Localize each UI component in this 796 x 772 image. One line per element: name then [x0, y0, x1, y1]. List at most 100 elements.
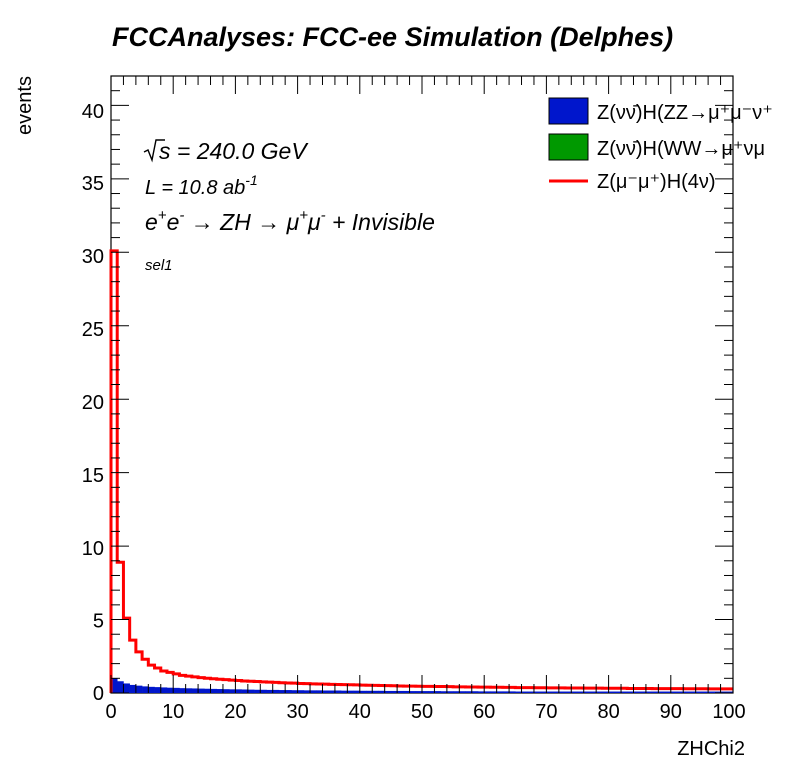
bar	[521, 691, 529, 693]
bar	[310, 690, 317, 693]
y-tick-label: 20	[82, 392, 104, 414]
bar	[328, 690, 336, 693]
bar	[658, 691, 665, 693]
bar	[546, 691, 553, 693]
bar	[316, 690, 323, 693]
legend-label-zz: Z(νν̄)H(ZZ→μ⁺μ⁻ν⁺	[597, 102, 773, 124]
bar	[440, 691, 448, 693]
bar	[235, 689, 242, 693]
bar	[621, 691, 628, 693]
x-tick-label: 40	[349, 701, 371, 723]
bar	[614, 691, 622, 693]
bar	[552, 691, 560, 693]
bar	[111, 678, 118, 693]
bar	[191, 688, 199, 693]
x-tick-label: 10	[162, 701, 184, 723]
y-tick-label: 0	[93, 683, 104, 705]
bar	[527, 691, 535, 693]
x-axis-label: ZHChi2	[677, 738, 745, 760]
bar	[210, 688, 218, 693]
bar	[154, 687, 162, 693]
bar	[670, 691, 678, 693]
bar	[583, 691, 591, 693]
bar	[602, 691, 609, 693]
bar	[652, 691, 659, 693]
x-tick-label: 0	[105, 701, 116, 723]
bar	[173, 687, 180, 693]
x-tick-label: 60	[473, 701, 495, 723]
bar	[123, 683, 130, 693]
y-tick-label: 25	[82, 319, 104, 341]
selection-annotation: sel1	[145, 257, 173, 274]
bar	[278, 690, 286, 693]
sqrt-s-annotation: s = 240.0 GeV	[159, 138, 309, 164]
bar	[359, 690, 367, 693]
legend: Z(νν̄)H(ZZ→μ⁺μ⁻ν⁺ Z(νν̄)H(WW→μ⁺νμ Z(μ⁻μ⁺…	[548, 97, 773, 193]
bar	[571, 691, 578, 693]
bar	[409, 691, 417, 693]
bar	[540, 691, 547, 693]
bar	[185, 688, 193, 693]
bar	[434, 691, 441, 693]
y-tick-labels: 0 5 10 15 20 25 30 35 40	[82, 101, 104, 705]
bar	[384, 690, 392, 693]
bar	[322, 690, 329, 693]
bar	[633, 691, 640, 693]
bar	[254, 689, 261, 693]
bar	[378, 690, 385, 693]
bar	[714, 691, 721, 693]
bar	[664, 691, 672, 693]
plot-frame	[110, 75, 734, 694]
bar	[720, 691, 728, 693]
bar	[502, 691, 510, 693]
background-zz-bars	[111, 678, 734, 693]
bar	[117, 681, 124, 693]
y-tick-label: 5	[93, 611, 104, 633]
bar	[484, 691, 491, 693]
bar	[708, 691, 715, 693]
bar	[372, 690, 379, 693]
annotation-block: s = 240.0 GeV L = 10.8 ab-1 e+e- → ZH → …	[143, 138, 435, 274]
bar	[179, 688, 186, 693]
bar	[490, 691, 497, 693]
bar	[247, 689, 255, 693]
bar	[297, 690, 305, 693]
legend-label-signal: Z(μ⁻μ⁺)H(4ν)	[597, 171, 716, 193]
x-tick-label: 30	[286, 701, 308, 723]
bar	[533, 691, 541, 693]
y-tick-label: 15	[82, 465, 104, 487]
bar	[142, 686, 149, 693]
bar	[135, 685, 143, 693]
process-annotation: e+e- → ZH → μ+μ- + Invisible	[145, 207, 435, 235]
bar	[347, 690, 354, 693]
legend-swatch-ww	[548, 133, 589, 161]
bar	[446, 691, 454, 693]
bar	[334, 690, 342, 693]
bar	[272, 689, 280, 693]
axis-ticks	[110, 75, 734, 694]
bar	[471, 691, 479, 693]
bar	[496, 691, 504, 693]
bar	[397, 690, 404, 693]
y-axis-label: events	[14, 76, 36, 135]
bar	[565, 691, 572, 693]
bar	[558, 691, 566, 693]
bar	[422, 691, 429, 693]
x-tick-label: 80	[597, 701, 619, 723]
legend-label-ww: Z(νν̄)H(WW→μ⁺νμ	[597, 138, 765, 160]
x-tick-label: 90	[660, 701, 682, 723]
bar	[204, 688, 211, 693]
bar	[160, 687, 168, 693]
x-tick-label: 70	[535, 701, 557, 723]
chart-title: FCCAnalyses: FCC-ee Simulation (Delphes)	[112, 22, 673, 52]
bar	[366, 690, 373, 693]
bar	[627, 691, 634, 693]
bar	[608, 691, 616, 693]
bar	[596, 691, 603, 693]
bar	[589, 691, 597, 693]
x-tick-label: 100	[712, 701, 745, 723]
sqrt-symbol	[143, 139, 165, 163]
x-tick-label: 20	[224, 701, 246, 723]
bar	[216, 689, 224, 693]
